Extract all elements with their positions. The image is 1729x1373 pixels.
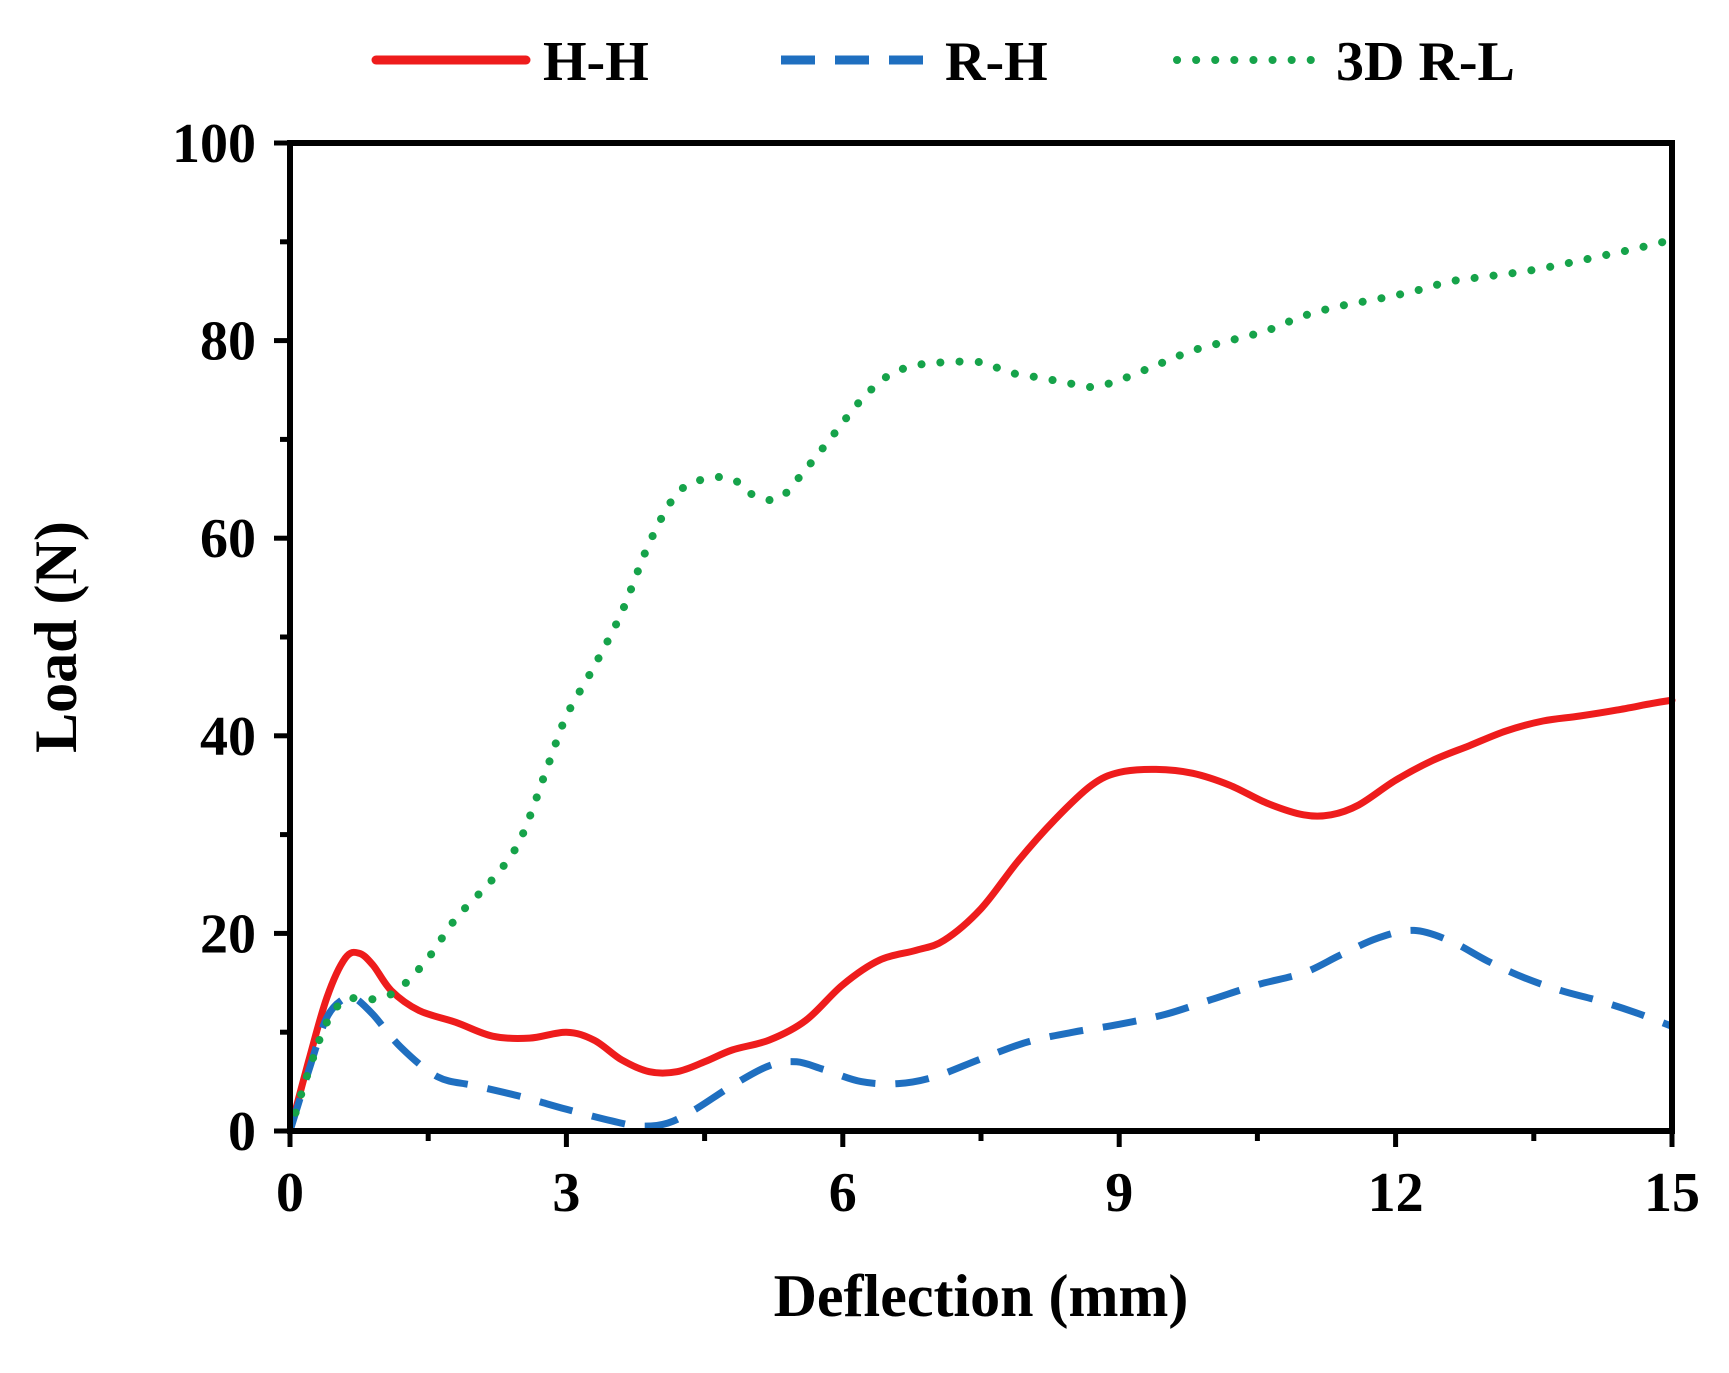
x-axis-title: Deflection (mm) [774, 1263, 1189, 1329]
x-tick-label: 15 [1644, 1162, 1700, 1224]
series-layer [286, 235, 1676, 1135]
series-line-h-h [286, 696, 1676, 1135]
legend-label-r-h: R-H [945, 31, 1048, 93]
x-tick-label: 12 [1368, 1162, 1424, 1224]
axis-labels: Deflection (mm) Load (N) [23, 521, 1189, 1329]
x-tick-label: 6 [829, 1162, 857, 1224]
legend-label-3d-r-l: 3D R-L [1336, 31, 1515, 93]
y-tick-label: 40 [200, 706, 256, 768]
legend: H-H R-H 3D R-L [371, 31, 1515, 93]
y-tick-label: 100 [172, 113, 256, 175]
plot-frame [287, 140, 1675, 1134]
y-tick-label: 20 [200, 903, 256, 965]
x-tick-label: 3 [552, 1162, 580, 1224]
y-tick-label: 60 [200, 508, 256, 570]
axes: 0 20 40 60 80 100 0 3 6 9 12 15 [172, 113, 1700, 1224]
series-line-r-h [286, 926, 1674, 1133]
x-tick-label: 9 [1105, 1162, 1133, 1224]
y-axis-title: Load (N) [23, 521, 89, 753]
series-line-3d-r-l [286, 235, 1676, 1135]
legend-label-h-h: H-H [543, 31, 649, 93]
y-tick-label: 0 [228, 1101, 256, 1163]
x-tick-label: 0 [276, 1162, 304, 1224]
y-tick-label: 80 [200, 311, 256, 373]
